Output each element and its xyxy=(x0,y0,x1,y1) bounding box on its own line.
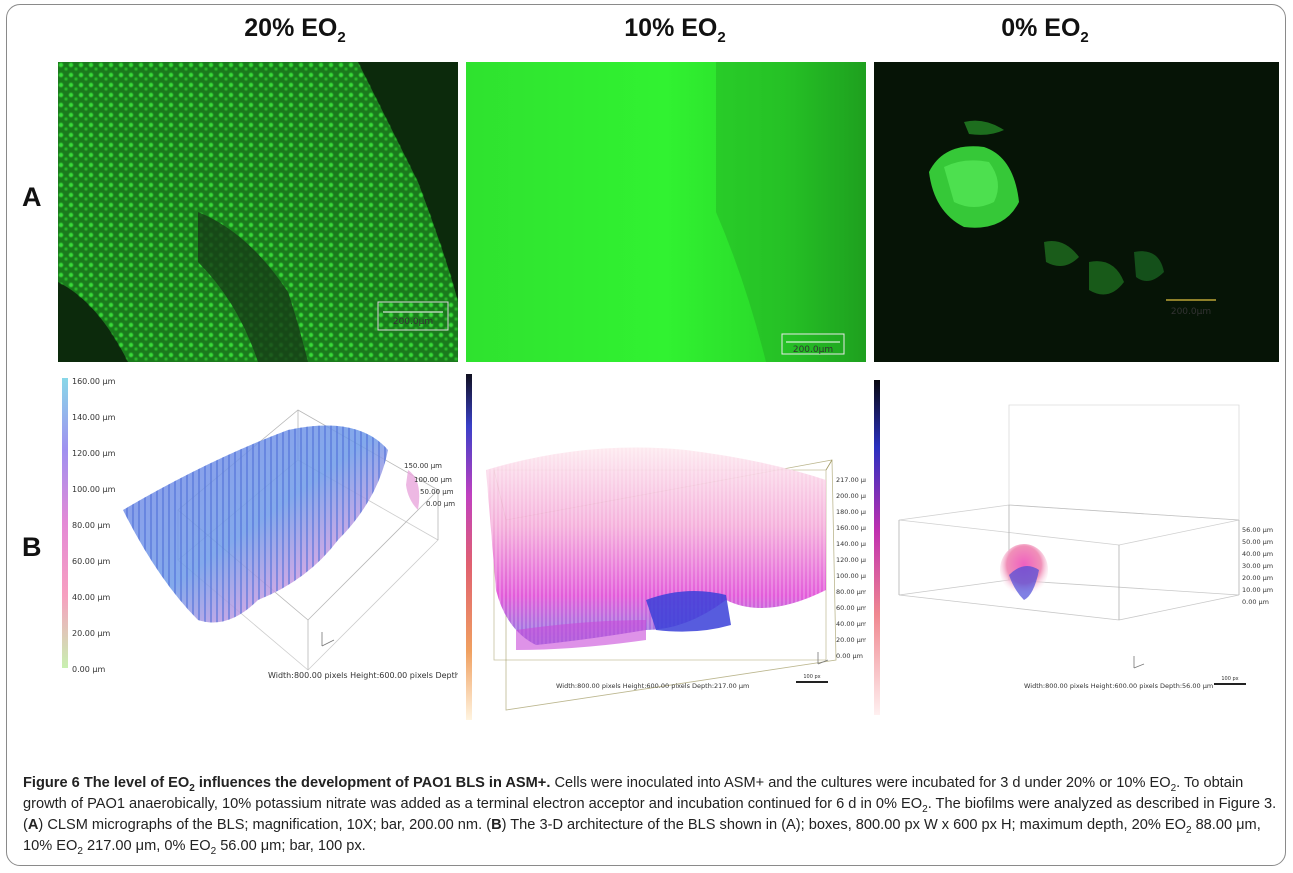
svg-text:56.00 μm: 56.00 μm xyxy=(1242,526,1273,534)
micrograph-10: 200.0μm xyxy=(466,62,866,362)
svg-text:40.00 μm: 40.00 μm xyxy=(836,620,866,628)
column-header-0: 0% EO2 xyxy=(1001,14,1089,46)
svg-text:200.00 μm: 200.00 μm xyxy=(836,492,866,500)
micrograph-0: 200.0μm xyxy=(874,62,1279,362)
svg-text:60.00 μm: 60.00 μm xyxy=(72,557,111,566)
svg-text:20.00 μm: 20.00 μm xyxy=(1242,574,1273,582)
column-header-10: 10% EO2 xyxy=(624,14,726,46)
svg-text:80.00 μm: 80.00 μm xyxy=(836,588,866,596)
svg-text:100.00 μm: 100.00 μm xyxy=(414,476,452,484)
svg-text:180.00 μm: 180.00 μm xyxy=(836,508,866,516)
row-label-a: A xyxy=(22,182,42,212)
svg-text:50.00 μm: 50.00 μm xyxy=(1242,538,1273,546)
svg-text:20.00 μm: 20.00 μm xyxy=(836,636,866,644)
row-label-b: B xyxy=(22,532,42,562)
svg-text:140.00 μm: 140.00 μm xyxy=(836,540,866,548)
svg-text:160.00 μm: 160.00 μm xyxy=(836,524,866,532)
dims-10: Width:800.00 pixels Height:600.00 pixels… xyxy=(556,682,749,690)
svg-text:120.00 μm: 120.00 μm xyxy=(836,556,866,564)
svg-text:0.00 μm: 0.00 μm xyxy=(426,500,455,508)
svg-text:160.00 μm: 160.00 μm xyxy=(72,377,116,386)
render-20: 160.00 μm 140.00 μm 120.00 μm 100.00 μm … xyxy=(58,370,458,755)
svg-text:0.00 μm: 0.00 μm xyxy=(836,652,863,660)
svg-text:60.00 μm: 60.00 μm xyxy=(836,604,866,612)
svg-text:120.00 μm: 120.00 μm xyxy=(72,449,116,458)
svg-text:30.00 μm: 30.00 μm xyxy=(1242,562,1273,570)
micrograph-20: 200.0μm xyxy=(58,62,458,362)
bar-0: 100 px xyxy=(1221,676,1238,682)
scale-label-20: 200.0μm xyxy=(393,317,433,327)
svg-text:50.00 μm: 50.00 μm xyxy=(420,488,454,496)
svg-text:140.00 μm: 140.00 μm xyxy=(72,413,116,422)
render-10: 217.00 μm 200.00 μm 180.00 μm 160.00 μm … xyxy=(466,370,866,755)
svg-text:20.00 μm: 20.00 μm xyxy=(72,629,111,638)
dims-20: Width:800.00 pixels Height:600.00 pixels… xyxy=(268,671,458,680)
bar-10: 100 px xyxy=(803,674,820,680)
svg-text:150.00 μm: 150.00 μm xyxy=(404,462,442,470)
svg-text:40.00 μm: 40.00 μm xyxy=(1242,550,1273,558)
render-0: 56.00 μm 50.00 μm 40.00 μm 30.00 μm 20.0… xyxy=(874,370,1279,755)
svg-text:0.00 μm: 0.00 μm xyxy=(1242,598,1269,606)
svg-text:40.00 μm: 40.00 μm xyxy=(72,593,111,602)
svg-text:0.00 μm: 0.00 μm xyxy=(72,665,105,674)
svg-text:10.00 μm: 10.00 μm xyxy=(1242,586,1273,594)
dims-0: Width:800.00 pixels Height:600.00 pixels… xyxy=(1024,682,1213,690)
figure-caption: Figure 6 The level of EO2 influences the… xyxy=(23,775,1277,857)
column-header-20: 20% EO2 xyxy=(244,14,346,46)
svg-text:80.00 μm: 80.00 μm xyxy=(72,521,111,530)
scale-label-0: 200.0μm xyxy=(1171,307,1211,317)
scale-label-10: 200.0μm xyxy=(793,345,833,355)
svg-text:100.00 μm: 100.00 μm xyxy=(836,572,866,580)
figure-frame xyxy=(6,4,1286,866)
svg-text:217.00 μm: 217.00 μm xyxy=(836,476,866,484)
svg-text:100.00 μm: 100.00 μm xyxy=(72,485,116,494)
caption-title: Figure 6 The level of EO2 influences the… xyxy=(23,775,551,794)
